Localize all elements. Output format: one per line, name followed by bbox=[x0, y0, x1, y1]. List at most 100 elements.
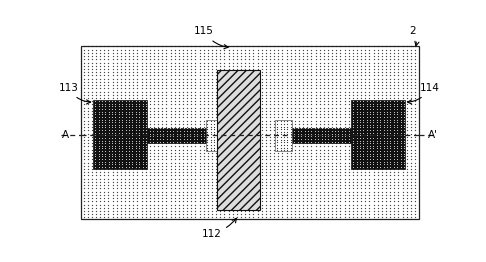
Point bbox=[266, 135, 274, 139]
Point bbox=[249, 86, 257, 90]
Point bbox=[191, 54, 199, 58]
Point bbox=[241, 160, 249, 165]
Point bbox=[287, 189, 295, 194]
Point bbox=[332, 118, 340, 123]
Point bbox=[324, 128, 332, 132]
Point bbox=[362, 44, 369, 48]
Point bbox=[191, 186, 199, 190]
Point bbox=[102, 149, 109, 153]
Point bbox=[204, 138, 211, 142]
Point bbox=[171, 132, 178, 136]
Point bbox=[135, 152, 143, 156]
Point bbox=[262, 118, 270, 123]
Point bbox=[395, 67, 402, 71]
Point bbox=[312, 183, 319, 187]
Point bbox=[270, 122, 278, 126]
Point bbox=[275, 132, 282, 136]
Point bbox=[275, 173, 282, 178]
Point bbox=[121, 96, 129, 100]
Point bbox=[162, 170, 170, 174]
Point bbox=[353, 151, 361, 155]
Point bbox=[345, 51, 352, 55]
Point bbox=[104, 151, 112, 155]
Point bbox=[407, 115, 415, 119]
Point bbox=[336, 157, 344, 161]
Point bbox=[167, 93, 174, 97]
Point bbox=[275, 199, 282, 203]
Point bbox=[233, 160, 241, 165]
Point bbox=[393, 112, 401, 116]
Point bbox=[138, 96, 145, 100]
Point bbox=[125, 83, 133, 87]
Point bbox=[96, 109, 104, 113]
Point bbox=[399, 106, 406, 110]
Point bbox=[200, 144, 208, 149]
Point bbox=[395, 109, 402, 113]
Point bbox=[179, 122, 187, 126]
Point bbox=[386, 138, 394, 143]
Point bbox=[134, 160, 141, 165]
Point bbox=[200, 57, 208, 61]
Point bbox=[278, 199, 286, 203]
Point bbox=[105, 99, 113, 103]
Point bbox=[197, 132, 205, 136]
Point bbox=[370, 173, 378, 178]
Point bbox=[138, 67, 145, 71]
Point bbox=[117, 44, 125, 48]
Point bbox=[258, 180, 265, 184]
Point bbox=[362, 73, 369, 78]
Point bbox=[278, 160, 286, 165]
Point bbox=[324, 137, 332, 141]
Point bbox=[303, 112, 311, 116]
Point bbox=[191, 112, 199, 116]
Point bbox=[403, 132, 411, 136]
Point bbox=[108, 112, 116, 116]
Point bbox=[380, 102, 387, 106]
Point bbox=[175, 138, 183, 142]
Point bbox=[411, 83, 419, 87]
Point bbox=[225, 77, 232, 81]
Point bbox=[363, 133, 371, 137]
Point bbox=[345, 64, 352, 68]
Point bbox=[283, 106, 291, 110]
Point bbox=[221, 89, 228, 94]
Point bbox=[397, 123, 404, 127]
Point bbox=[357, 73, 365, 78]
Point bbox=[142, 115, 150, 119]
Point bbox=[365, 203, 373, 207]
Point bbox=[295, 64, 303, 68]
Point bbox=[365, 173, 373, 178]
Point bbox=[221, 186, 228, 190]
Point bbox=[191, 193, 199, 197]
Point bbox=[390, 199, 398, 203]
Point bbox=[345, 106, 352, 110]
Point bbox=[108, 99, 116, 103]
Point bbox=[204, 173, 212, 178]
Point bbox=[266, 189, 274, 194]
Point bbox=[237, 157, 245, 161]
Point bbox=[245, 106, 253, 110]
Point bbox=[204, 135, 212, 139]
Point bbox=[207, 143, 215, 147]
Point bbox=[96, 138, 104, 142]
Point bbox=[121, 112, 129, 116]
Point bbox=[380, 112, 387, 116]
Point bbox=[200, 115, 208, 119]
Point bbox=[262, 154, 270, 158]
Point bbox=[390, 73, 398, 78]
Point bbox=[229, 64, 237, 68]
Point bbox=[345, 118, 352, 123]
Point bbox=[150, 186, 158, 190]
Point bbox=[366, 138, 374, 143]
Point bbox=[154, 112, 162, 116]
Point bbox=[229, 122, 237, 126]
Point bbox=[191, 148, 199, 152]
Point bbox=[287, 180, 295, 184]
Point bbox=[146, 134, 154, 138]
Point bbox=[357, 106, 365, 110]
Point bbox=[112, 115, 120, 119]
Point bbox=[316, 160, 324, 165]
Point bbox=[332, 151, 340, 155]
Point bbox=[295, 183, 303, 187]
Point bbox=[119, 102, 126, 106]
